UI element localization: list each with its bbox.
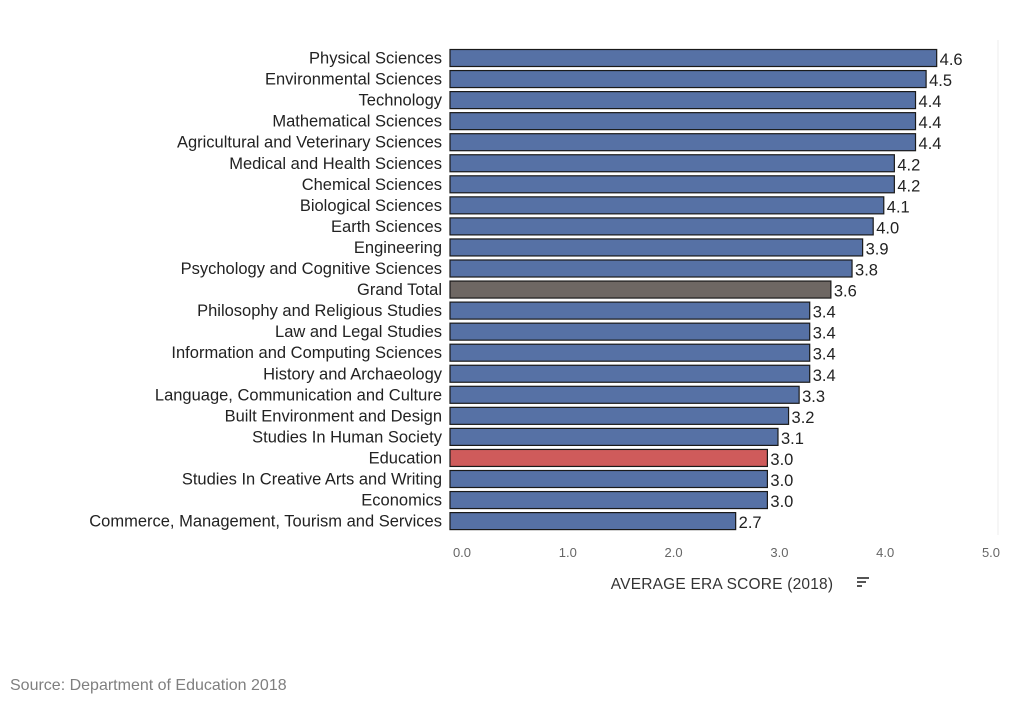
value-label: 4.4 xyxy=(919,93,942,111)
bar-commerce-management-tourism-and-services[interactable] xyxy=(449,511,737,531)
bar-language-communication-and-culture[interactable] xyxy=(449,385,800,404)
value-label: 3.4 xyxy=(813,367,836,385)
value-label: 4.6 xyxy=(940,51,963,69)
x-axis: 0.0 1.0 2.0 3.0 4.0 5.0 xyxy=(453,40,1000,560)
value-label: 3.0 xyxy=(770,472,793,490)
category-label[interactable]: Earth Sciences xyxy=(331,218,442,236)
bar-grand-total[interactable] xyxy=(449,280,832,299)
category-label[interactable]: Information and Computing Sciences xyxy=(171,344,442,362)
x-tick-label: 0.0 xyxy=(453,545,471,560)
source-note: Source: Department of Education 2018 xyxy=(10,677,287,694)
bar-built-environment-and-design[interactable] xyxy=(449,406,790,425)
category-label[interactable]: Studies In Creative Arts and Writing xyxy=(182,471,442,489)
x-tick-label: 5.0 xyxy=(982,545,1000,560)
x-tick-label: 4.0 xyxy=(876,545,894,560)
category-label[interactable]: Biological Sciences xyxy=(300,197,442,215)
value-label: 4.4 xyxy=(919,135,942,153)
value-label: 4.0 xyxy=(876,219,899,237)
value-label: 4.4 xyxy=(919,114,942,132)
category-label[interactable]: Medical and Health Sciences xyxy=(229,155,442,173)
bar-education[interactable] xyxy=(449,448,768,468)
category-label[interactable]: Technology xyxy=(359,92,443,110)
value-label: 4.5 xyxy=(929,72,952,90)
value-label: 3.3 xyxy=(802,388,825,406)
value-label: 3.9 xyxy=(866,240,889,258)
bar-earth-sciences[interactable] xyxy=(449,217,874,236)
bar-studies-in-creative-arts-and-writing[interactable] xyxy=(449,469,768,489)
category-label[interactable]: Law and Legal Studies xyxy=(275,323,442,341)
category-label[interactable]: Physical Sciences xyxy=(309,50,442,68)
bar-physical-sciences[interactable] xyxy=(449,48,938,68)
bar-agricultural-and-veterinary-sciences[interactable] xyxy=(449,133,917,152)
value-label: 3.0 xyxy=(770,493,793,511)
category-label[interactable]: Mathematical Sciences xyxy=(272,113,442,131)
bar-engineering[interactable] xyxy=(449,238,864,257)
bar-environmental-sciences[interactable] xyxy=(449,69,927,89)
category-label[interactable]: Commerce, Management, Tourism and Servic… xyxy=(89,513,442,531)
category-label[interactable]: Chemical Sciences xyxy=(302,176,442,194)
bar-chemical-sciences[interactable] xyxy=(449,175,895,194)
category-label[interactable]: Studies In Human Society xyxy=(252,428,443,446)
x-tick-label: 2.0 xyxy=(665,545,683,560)
value-label: 3.2 xyxy=(792,409,815,427)
bar-information-and-computing-sciences[interactable] xyxy=(449,343,811,362)
value-label: 4.2 xyxy=(897,156,920,174)
bar-mathematical-sciences[interactable] xyxy=(449,112,917,131)
bar-history-and-archaeology[interactable] xyxy=(449,364,811,383)
value-label: 3.6 xyxy=(834,283,857,301)
bar-psychology-and-cognitive-sciences[interactable] xyxy=(449,259,853,278)
value-label: 4.2 xyxy=(897,177,920,195)
category-label[interactable]: Economics xyxy=(361,492,442,510)
category-label[interactable]: Built Environment and Design xyxy=(225,407,442,425)
value-label: 3.4 xyxy=(813,304,836,322)
category-label[interactable]: History and Archaeology xyxy=(263,365,443,383)
sort-descending-icon[interactable] xyxy=(857,577,869,587)
category-label[interactable]: Education xyxy=(369,449,442,467)
category-label[interactable]: Environmental Sciences xyxy=(265,71,442,89)
category-label[interactable]: Engineering xyxy=(354,239,442,257)
bar-studies-in-human-society[interactable] xyxy=(449,427,779,446)
x-axis-title[interactable]: AVERAGE ERA SCORE (2018) xyxy=(611,576,833,593)
bar-economics[interactable] xyxy=(449,490,768,510)
category-label[interactable]: Language, Communication and Culture xyxy=(155,386,442,404)
value-label: 3.4 xyxy=(813,325,836,343)
category-label[interactable]: Philosophy and Religious Studies xyxy=(197,302,442,320)
value-label: 3.8 xyxy=(855,262,878,280)
value-label: 2.7 xyxy=(739,514,762,532)
category-label[interactable]: Psychology and Cognitive Sciences xyxy=(181,260,442,278)
labels-layer: Physical Sciences 4.6 Environmental Scienc… xyxy=(89,50,962,533)
bar-law-and-legal-studies[interactable] xyxy=(449,322,811,341)
x-tick-label: 3.0 xyxy=(770,545,788,560)
value-label: 3.1 xyxy=(781,430,804,448)
bar-biological-sciences[interactable] xyxy=(449,196,885,215)
value-label: 4.1 xyxy=(887,198,910,216)
x-tick-label: 1.0 xyxy=(559,545,577,560)
category-label[interactable]: Grand Total xyxy=(357,281,442,299)
value-label: 3.0 xyxy=(770,451,793,469)
value-label: 3.4 xyxy=(813,346,836,364)
bar-technology[interactable] xyxy=(449,90,917,110)
category-label[interactable]: Agricultural and Veterinary Sciences xyxy=(177,134,442,152)
bar-philosophy-and-religious-studies[interactable] xyxy=(449,301,811,320)
bar-medical-and-health-sciences[interactable] xyxy=(449,154,895,173)
bars-layer xyxy=(449,48,938,531)
